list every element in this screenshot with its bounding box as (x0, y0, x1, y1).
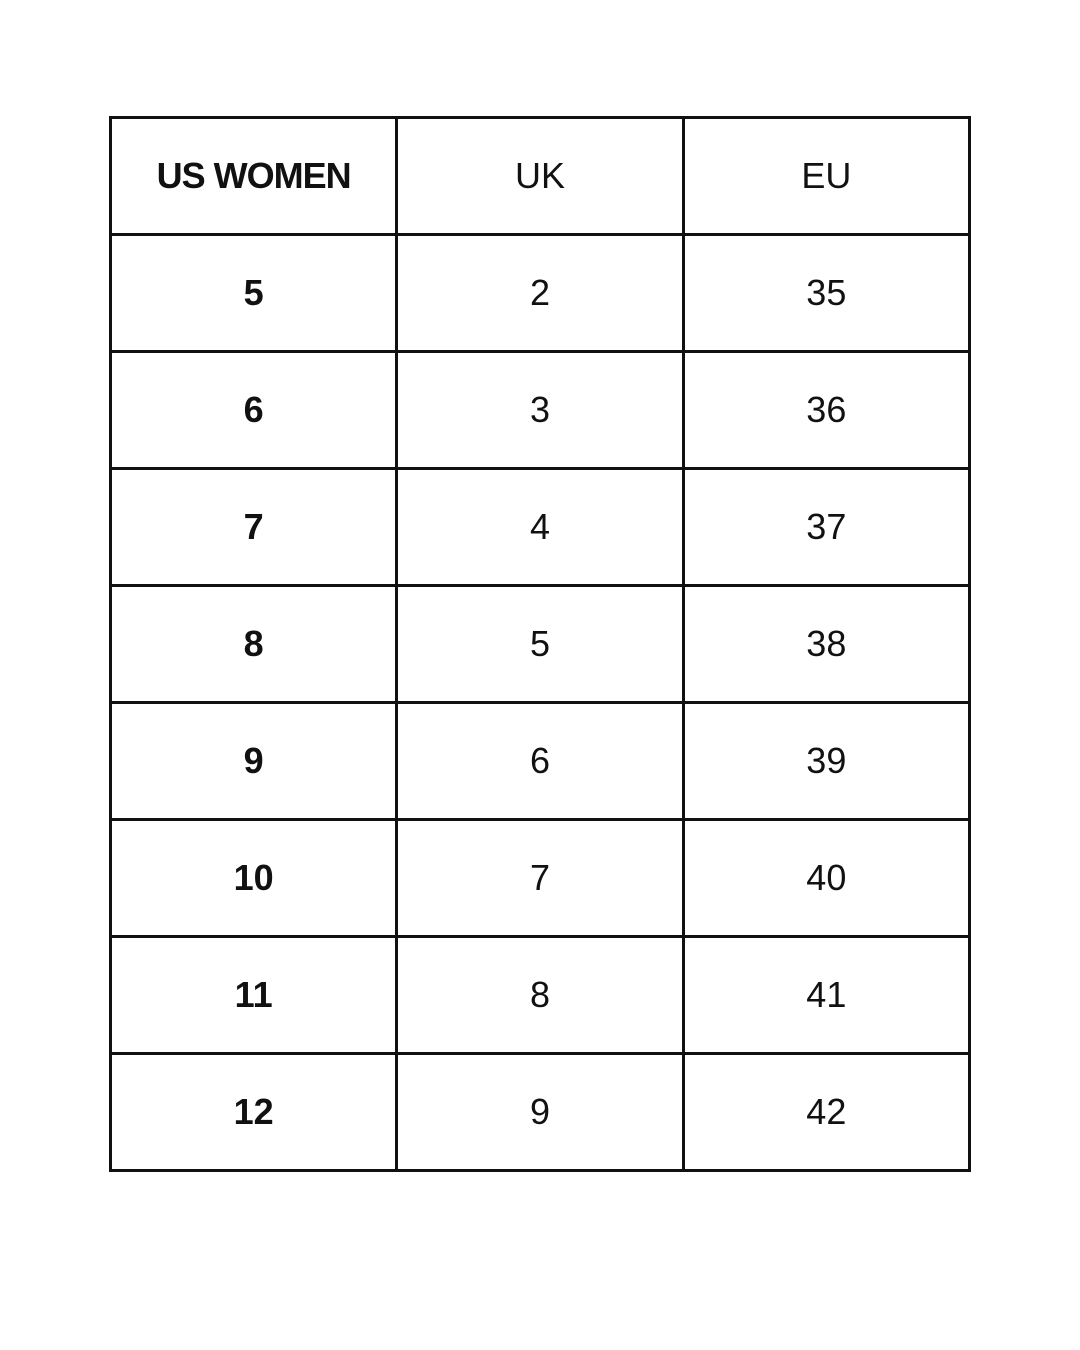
header-row: US WOMEN UK EU (108, 116, 972, 236)
table-row: 11 8 41 (108, 935, 972, 1055)
table-cell: 7 (108, 467, 399, 587)
table-cell: 40 (681, 818, 972, 938)
table-cell: 6 (395, 701, 685, 821)
header-cell: UK (395, 116, 685, 236)
table-cell: 11 (108, 935, 399, 1055)
table-cell: 41 (681, 935, 972, 1055)
table-body: 5 2 35 6 3 36 7 4 37 8 5 38 9 6 39 10 7 40 11 8 41 12 9 42 (108, 233, 972, 1172)
table-cell: 5 (108, 233, 399, 353)
table-row: 10 7 40 (108, 818, 972, 938)
table-cell: 4 (395, 467, 685, 587)
table-row: 8 5 38 (108, 584, 972, 704)
table-cell: 37 (681, 467, 972, 587)
table-cell: 8 (395, 935, 685, 1055)
table-cell: 39 (681, 701, 972, 821)
table-cell: 42 (681, 1052, 972, 1172)
size-table: US WOMEN UK EU 5 2 35 6 3 36 7 4 37 8 5 38 9 6 39 10 7 40… (108, 116, 972, 1172)
table-cell: 36 (681, 350, 972, 470)
table-cell: 8 (108, 584, 399, 704)
table-cell: 10 (108, 818, 399, 938)
table-cell: 38 (681, 584, 972, 704)
table-row: 6 3 36 (108, 350, 972, 470)
table-row: 5 2 35 (108, 233, 972, 353)
table-cell: 12 (108, 1052, 399, 1172)
table-cell: 2 (395, 233, 685, 353)
table-cell: 9 (108, 701, 399, 821)
table-cell: 3 (395, 350, 685, 470)
table-cell: 9 (395, 1052, 685, 1172)
table-cell: 35 (681, 233, 972, 353)
table-cell: 7 (395, 818, 685, 938)
header-cell: US WOMEN (108, 116, 399, 236)
table-row: 12 9 42 (108, 1052, 972, 1172)
header-cell: EU (681, 116, 972, 236)
table-cell: 6 (108, 350, 399, 470)
table-row: 7 4 37 (108, 467, 972, 587)
table-row: 9 6 39 (108, 701, 972, 821)
table-header: US WOMEN UK EU (108, 116, 972, 236)
table-cell: 5 (395, 584, 685, 704)
